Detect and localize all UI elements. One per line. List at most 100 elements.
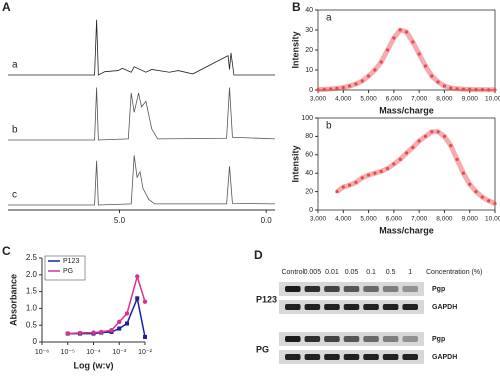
data-point [379, 169, 383, 173]
group-label: PG [256, 344, 269, 354]
x-tick-label: 10⁻⁴ [86, 349, 101, 356]
marker [124, 311, 130, 316]
data-point [385, 167, 390, 171]
x-axis-title: Mass/charge [379, 105, 434, 115]
data-point [404, 151, 409, 155]
data-point [341, 185, 345, 189]
data-point [474, 190, 478, 194]
x-tick-label: 3,000 [310, 96, 327, 103]
marker [135, 296, 140, 301]
blot-band [324, 286, 340, 292]
data-point [366, 74, 371, 78]
panel-label: A [2, 0, 11, 14]
data-point [455, 87, 459, 91]
blot-band [382, 336, 399, 342]
data-point [468, 182, 472, 186]
data-band [335, 129, 497, 206]
y-axis-title: Intensity [290, 31, 300, 68]
legend-label: PG [63, 268, 73, 275]
data-point [335, 86, 339, 90]
x-tick-label: 5,000 [360, 216, 377, 223]
legend-box [44, 255, 86, 281]
y-tick-label: 0 [309, 207, 313, 214]
data-point [354, 180, 358, 184]
data-point [411, 40, 415, 44]
blot-band [343, 354, 360, 360]
data-point [493, 201, 497, 206]
data-point [461, 87, 465, 91]
marker [99, 329, 104, 335]
y-tick-label: 40 [305, 7, 313, 14]
x-axis-title: Mass/charge [379, 225, 434, 235]
y-tick-label: 60 [305, 152, 313, 159]
blot-band [382, 354, 399, 360]
y-tick-label: 30 [305, 27, 313, 34]
x-tick-label: 10⁻³ [112, 349, 126, 356]
marker [65, 331, 70, 336]
data-point [366, 173, 371, 177]
data-point [360, 79, 364, 83]
data-point [480, 195, 484, 199]
y-tick-label: 0.5 [26, 320, 38, 329]
y-axis-title: Intensity [290, 145, 300, 182]
x-tick-label: 10⁻⁶ [35, 349, 49, 356]
blot-band [402, 286, 418, 292]
subplot-label: a [326, 13, 332, 24]
panel-label: B [292, 0, 301, 14]
blot-band [343, 336, 360, 342]
blot-band [363, 304, 379, 310]
marker [143, 334, 147, 339]
y-tick-label: 40 [305, 170, 313, 177]
y-tick-label: 1.5 [26, 287, 38, 296]
data-point [341, 86, 345, 90]
data-point [373, 68, 377, 72]
data-point [385, 48, 390, 52]
data-band [317, 27, 495, 93]
y-tick-label: 0 [33, 337, 38, 346]
blot-band [285, 336, 301, 342]
lane-label: 1 [408, 269, 412, 276]
data-point [398, 28, 402, 32]
data-point [449, 86, 453, 90]
marker [109, 328, 114, 333]
blot-band [343, 286, 360, 292]
x-tick-label: 10⁻⁵ [61, 349, 75, 356]
y-tick-label: 10 [305, 67, 313, 74]
blot-band [402, 304, 418, 310]
x-tick-label: 5.0 [114, 216, 126, 225]
trace-label: c [12, 190, 17, 201]
data-point [442, 84, 447, 88]
plot-frame [317, 117, 496, 211]
data-point [316, 88, 320, 92]
row-label: GAPDH [432, 354, 457, 361]
y-tick-label: 0 [309, 87, 313, 94]
group-label: P123 [256, 294, 277, 304]
data-point [468, 87, 472, 91]
blot-band [324, 304, 340, 310]
row-label: Pgp [432, 336, 445, 343]
plot-frame [317, 9, 496, 91]
x-axis-title: Log (w:v) [74, 360, 114, 370]
data-point [417, 139, 421, 143]
marker [91, 330, 96, 335]
blot-band [285, 304, 301, 310]
x-tick-label: 9,000 [462, 216, 479, 223]
subplot-label: b [326, 121, 332, 132]
data-point [487, 199, 491, 203]
data-point [348, 84, 352, 88]
x-tick-label: 4,000 [335, 96, 352, 103]
blot-band [285, 354, 301, 360]
x-tick-label: 0.0 [261, 216, 273, 225]
x-tick-label: 3,000 [310, 216, 327, 223]
x-tick-label: 10⁻² [138, 349, 152, 356]
row-label: Pgp [432, 286, 445, 293]
lane-label: 0.01 [325, 269, 339, 276]
lane-label: 0.005 [304, 269, 322, 276]
blot-band [363, 286, 379, 292]
y-tick-label: 20 [305, 47, 313, 54]
lane-label: Control [281, 269, 304, 276]
marker [125, 321, 130, 326]
series-line [67, 273, 146, 335]
x-tick-label: 8,000 [436, 96, 453, 103]
